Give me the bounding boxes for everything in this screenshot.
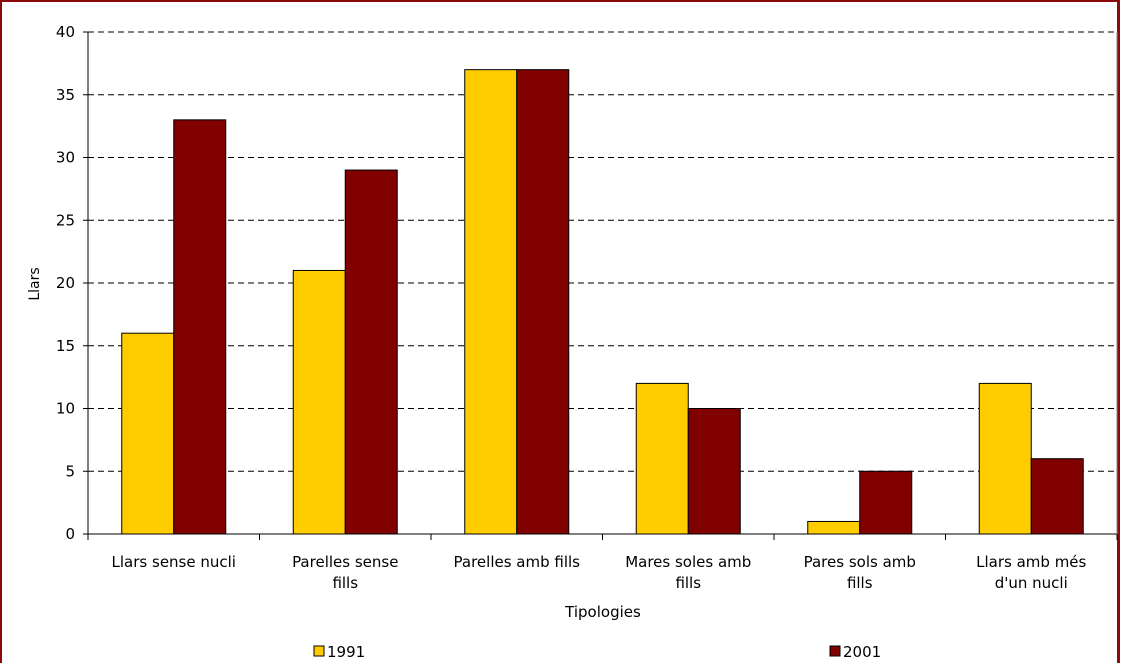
- x-axis-title: Tipologies: [564, 603, 641, 621]
- y-tick-labels: 0 5 10 15 20 25 30 35 40: [56, 23, 75, 543]
- legend-label-1991: 1991: [327, 643, 365, 661]
- x-tick-label: fills: [675, 574, 701, 592]
- y-tick-label: 15: [56, 337, 75, 355]
- x-tick-labels: Llars sense nucli Parelles sense fills Pare…: [112, 553, 1087, 592]
- bar-2001-3: [687, 408, 741, 535]
- bar-1991-1: [292, 269, 346, 535]
- y-tick-label: 20: [56, 274, 75, 292]
- legend: 1991 2001: [313, 643, 881, 661]
- bar-1991-2: [464, 69, 518, 535]
- legend-label-2001: 2001: [843, 643, 881, 661]
- gridlines: [88, 31, 1117, 472]
- y-tick-label: 0: [65, 525, 75, 543]
- legend-swatch-2001: [829, 645, 841, 657]
- y-tick-label: 10: [56, 400, 75, 418]
- x-tick-label: d'un nucli: [995, 574, 1068, 592]
- bar-1991-0: [121, 332, 175, 535]
- y-tick-label: 35: [56, 86, 75, 104]
- x-tick-label: Pares sols amb: [804, 553, 916, 571]
- y-tick-label: 5: [65, 462, 75, 480]
- bar-1991-4: [807, 520, 861, 535]
- x-tick-label: Llars amb més: [976, 553, 1086, 571]
- x-tick-label: fills: [847, 574, 873, 592]
- bar-2001-4: [859, 470, 913, 535]
- y-tick-label: 25: [56, 211, 75, 229]
- x-tick-label: Llars sense nucli: [112, 553, 236, 571]
- bar-2001-5: [1030, 458, 1084, 535]
- bar-2001-1: [344, 169, 398, 535]
- x-tick-label: Parelles sense: [292, 553, 398, 571]
- x-tick-label: fills: [332, 574, 358, 592]
- legend-swatch-1991: [313, 645, 325, 657]
- x-tick-label: Mares soles amb: [625, 553, 751, 571]
- y-axis-title: Llars: [27, 267, 43, 300]
- axes: [83, 31, 1118, 540]
- bar-1991-3: [635, 382, 689, 535]
- bar-2001-2: [516, 69, 570, 535]
- y-tick-label: 40: [56, 23, 75, 41]
- bars: [121, 69, 1084, 535]
- x-tick-label: Parelles amb fills: [454, 553, 581, 571]
- bar-1991-5: [978, 382, 1032, 535]
- bar-2001-0: [173, 119, 227, 535]
- y-tick-label: 30: [56, 149, 75, 167]
